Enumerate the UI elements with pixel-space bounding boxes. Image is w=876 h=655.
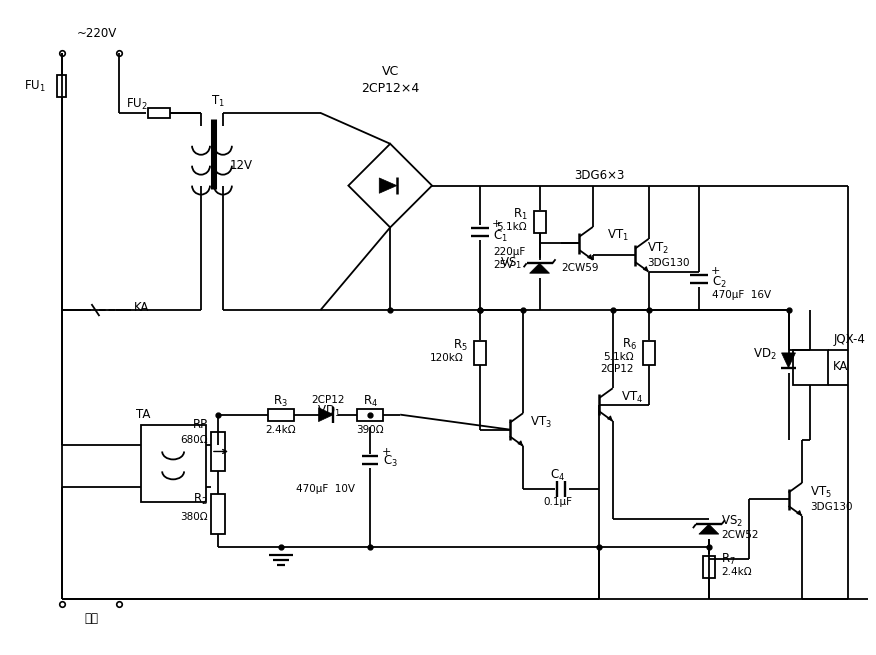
Text: 2CP12: 2CP12 xyxy=(601,364,634,374)
Text: 2CP12×4: 2CP12×4 xyxy=(361,81,420,94)
Text: R$_7$: R$_7$ xyxy=(721,552,736,567)
Polygon shape xyxy=(699,524,719,534)
Text: R$_2$: R$_2$ xyxy=(194,492,208,507)
Bar xyxy=(533,212,546,233)
Text: VT$_4$: VT$_4$ xyxy=(621,390,643,405)
Text: 2.4kΩ: 2.4kΩ xyxy=(721,567,752,577)
Bar xyxy=(148,108,170,118)
Text: VT$_2$: VT$_2$ xyxy=(647,241,669,256)
Bar xyxy=(57,75,66,97)
Text: 3DG130: 3DG130 xyxy=(647,258,689,269)
Text: VT$_3$: VT$_3$ xyxy=(530,415,552,430)
Text: VT$_5$: VT$_5$ xyxy=(810,485,832,500)
Text: FU$_2$: FU$_2$ xyxy=(126,96,148,111)
Text: 输出: 输出 xyxy=(84,612,98,626)
Text: 470μF  16V: 470μF 16V xyxy=(712,290,771,300)
Bar xyxy=(703,556,715,578)
Text: C$_2$: C$_2$ xyxy=(712,274,726,290)
Bar xyxy=(268,409,293,421)
Text: 2CP12: 2CP12 xyxy=(312,395,345,405)
Text: 3DG6×3: 3DG6×3 xyxy=(574,169,625,182)
Text: 120kΩ: 120kΩ xyxy=(430,353,464,363)
Text: T$_1$: T$_1$ xyxy=(211,94,225,109)
Polygon shape xyxy=(781,353,795,368)
Bar xyxy=(141,424,206,502)
Text: VS$_2$: VS$_2$ xyxy=(721,514,743,529)
Text: 2.4kΩ: 2.4kΩ xyxy=(265,424,296,434)
Bar xyxy=(211,432,225,472)
Text: KA: KA xyxy=(134,301,150,314)
Bar xyxy=(643,341,655,365)
Text: R$_3$: R$_3$ xyxy=(273,394,288,409)
Text: FU$_1$: FU$_1$ xyxy=(24,79,46,94)
Text: +: + xyxy=(382,447,392,457)
Polygon shape xyxy=(530,263,549,273)
Text: 390Ω: 390Ω xyxy=(357,424,384,434)
Text: 470μF  10V: 470μF 10V xyxy=(296,484,355,495)
Text: 380Ω: 380Ω xyxy=(180,512,208,522)
Text: 3DG130: 3DG130 xyxy=(810,502,853,512)
Text: 2CW52: 2CW52 xyxy=(721,530,759,540)
Text: +: + xyxy=(491,219,501,229)
Text: ~220V: ~220V xyxy=(76,27,117,40)
Text: 0.1μF: 0.1μF xyxy=(543,497,572,507)
Bar xyxy=(357,409,383,421)
Bar xyxy=(474,341,486,365)
Text: VC: VC xyxy=(382,65,399,77)
Text: 5.1kΩ: 5.1kΩ xyxy=(604,352,634,362)
Bar xyxy=(211,495,225,534)
Text: RP: RP xyxy=(193,418,208,431)
Text: 220μF: 220μF xyxy=(493,248,525,257)
Polygon shape xyxy=(319,407,334,422)
Text: R$_4$: R$_4$ xyxy=(363,394,378,409)
Text: +: + xyxy=(710,266,720,276)
Text: 2CW59: 2CW59 xyxy=(562,263,599,273)
Text: 680Ω: 680Ω xyxy=(180,434,208,445)
Text: C$_1$: C$_1$ xyxy=(493,229,507,244)
Text: C$_4$: C$_4$ xyxy=(550,468,565,483)
Text: R$_6$: R$_6$ xyxy=(622,337,637,352)
Bar xyxy=(794,350,829,384)
Polygon shape xyxy=(379,178,397,193)
Text: TA: TA xyxy=(137,408,151,421)
Text: JQX-4: JQX-4 xyxy=(833,333,865,346)
Text: R$_1$: R$_1$ xyxy=(512,207,527,222)
Text: VS$_1$: VS$_1$ xyxy=(499,255,521,271)
Text: 5.1kΩ: 5.1kΩ xyxy=(496,223,526,233)
Text: VD$_2$: VD$_2$ xyxy=(752,347,776,362)
Text: R$_5$: R$_5$ xyxy=(453,339,468,354)
Text: 12V: 12V xyxy=(230,159,252,172)
Text: 25V: 25V xyxy=(493,260,513,271)
Text: VT$_1$: VT$_1$ xyxy=(607,228,629,243)
Text: C$_3$: C$_3$ xyxy=(383,454,398,469)
Text: VD$_1$: VD$_1$ xyxy=(316,404,340,419)
Text: KA: KA xyxy=(833,360,849,373)
